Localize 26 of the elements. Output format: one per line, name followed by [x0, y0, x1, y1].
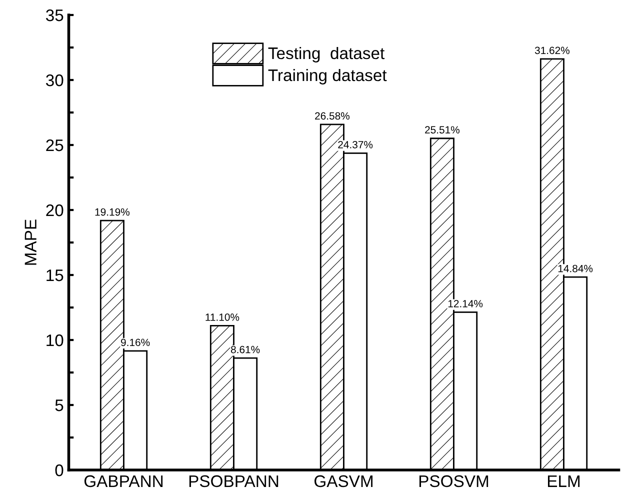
data-label: 11.10% — [206, 313, 240, 321]
y-tick-label: 0 — [55, 464, 64, 476]
data-label: 31.62% — [534, 46, 570, 54]
x-tick-label: GABPANN — [84, 475, 163, 488]
data-label: 24.37% — [338, 140, 373, 148]
legend-label: Testing dataset — [268, 46, 385, 62]
y-tick-label: 20 — [46, 204, 64, 216]
y-tick-label: 35 — [46, 9, 64, 22]
data-label: 12.14% — [448, 300, 483, 308]
y-tick-label: 15 — [46, 270, 64, 282]
x-tick-label: GASVM — [314, 475, 372, 488]
data-label: 14.84% — [558, 264, 593, 272]
x-tick-label: ELM — [548, 475, 580, 487]
data-label: 25.51% — [425, 126, 460, 134]
y-tick-label: 10 — [46, 334, 64, 346]
x-tick-label: PSOBPANN — [189, 475, 278, 488]
y-tick-label: 30 — [46, 74, 64, 86]
y-tick-label: 5 — [55, 400, 64, 412]
y-tick-label: 25 — [46, 139, 64, 152]
legend-label: Training dataset — [268, 68, 387, 84]
data-label: 8.61% — [230, 346, 260, 354]
data-label: 26.58% — [315, 112, 350, 120]
data-label: 19.19% — [95, 208, 130, 216]
x-tick-label: PSOSVM — [419, 475, 488, 488]
data-label: 9.16% — [121, 338, 150, 346]
y-axis-title: MAPE — [24, 220, 36, 265]
